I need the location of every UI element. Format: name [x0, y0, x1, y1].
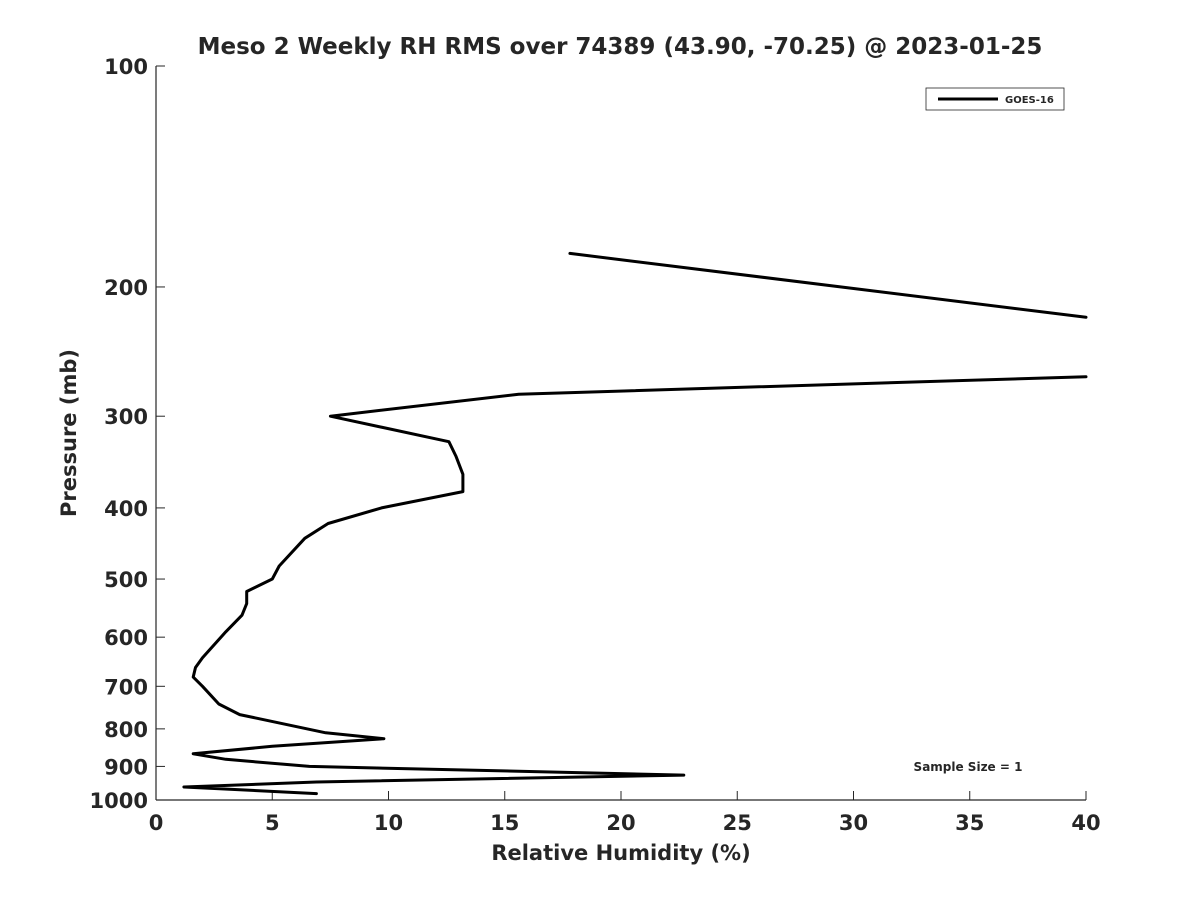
y-tick-label: 700 — [104, 675, 148, 699]
y-tick-label: 200 — [104, 276, 148, 300]
y-tick-label: 500 — [104, 568, 148, 592]
x-tick-label: 5 — [265, 811, 280, 835]
y-tick-label: 100 — [104, 55, 148, 79]
x-axis-ticks: 0 5 10 15 20 25 30 35 40 — [149, 791, 1101, 835]
legend: GOES-16 — [925, 87, 1065, 111]
x-tick-label: 15 — [490, 811, 519, 835]
x-tick-label: 35 — [955, 811, 984, 835]
x-tick-label: 30 — [839, 811, 868, 835]
y-tick-label: 600 — [104, 626, 148, 650]
series-line-goes-16-segment-2 — [182, 375, 1088, 796]
x-tick-label: 20 — [606, 811, 635, 835]
y-tick-label: 800 — [104, 718, 148, 742]
legend-label-goes-16: GOES-16 — [1005, 95, 1054, 106]
x-tick-label: 10 — [374, 811, 403, 835]
x-tick-label: 40 — [1071, 811, 1100, 835]
x-tick-label: 25 — [723, 811, 752, 835]
plot-axes — [155, 66, 1086, 801]
y-tick-label: 300 — [104, 405, 148, 429]
y-axis-label: Pressure (mb) — [57, 349, 81, 517]
series-line-goes-16-segment-1 — [568, 251, 1088, 319]
x-axis-label: Relative Humidity (%) — [491, 841, 750, 865]
y-tick-label: 400 — [104, 497, 148, 521]
y-axis-ticks: 100 200 300 400 500 600 700 800 900 1000 — [90, 55, 165, 813]
y-tick-label: 1000 — [90, 789, 148, 813]
series-layer — [182, 251, 1088, 796]
chart-title: Meso 2 Weekly RH RMS over 74389 (43.90, … — [198, 34, 1043, 60]
x-tick-label: 0 — [149, 811, 164, 835]
sample-size-annotation: Sample Size = 1 — [914, 760, 1023, 774]
y-tick-label: 900 — [104, 755, 148, 779]
